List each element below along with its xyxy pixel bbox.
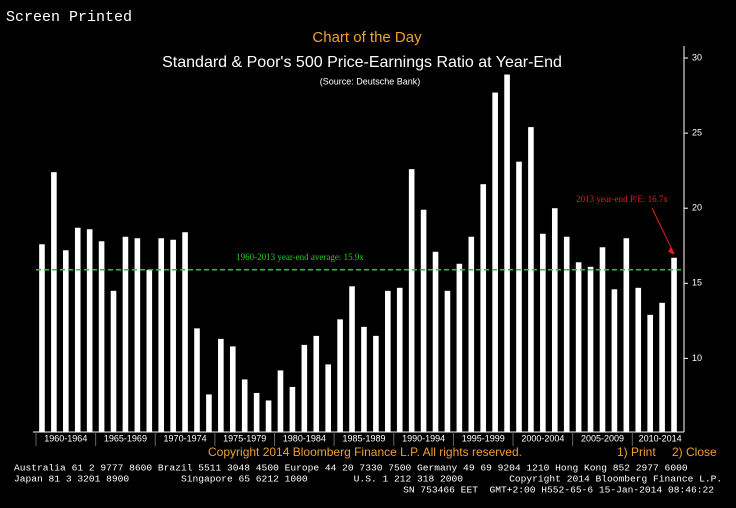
x-tick-label: 1975-1979 (223, 433, 266, 443)
bar (122, 236, 129, 432)
average-label: 1960-2013 year-end average: 15.9x (236, 252, 364, 262)
bar (623, 238, 630, 432)
bar (373, 335, 379, 432)
bar (551, 208, 558, 432)
bar (408, 169, 415, 432)
y-tick-label: 20 (692, 203, 702, 213)
bar (182, 232, 188, 432)
bar (241, 379, 248, 432)
y-tick-label: 10 (692, 353, 702, 363)
bar (63, 250, 69, 432)
bar (229, 346, 236, 432)
bar (86, 229, 93, 432)
copyright: Copyright 2014 Bloomberg Finance L.P. Al… (208, 445, 522, 459)
close-button[interactable]: 2) Close (672, 445, 717, 459)
bar (98, 241, 105, 432)
bar (51, 172, 57, 432)
bar (313, 335, 320, 432)
bar (671, 257, 677, 432)
y-tick-label: 15 (692, 278, 702, 288)
x-tick-label: 2000-2004 (521, 433, 564, 443)
bar (599, 247, 606, 432)
bar (420, 209, 427, 432)
bar (74, 227, 81, 432)
x-tick-label: 1980-1984 (283, 433, 326, 443)
bar (39, 244, 45, 432)
bar (563, 236, 570, 432)
bar (253, 392, 260, 432)
bar (575, 262, 582, 432)
bar (337, 319, 343, 432)
bar (444, 290, 451, 432)
bar (194, 328, 200, 432)
bar (504, 74, 510, 433)
y-tick-label: 30 (692, 52, 702, 62)
bar (301, 344, 308, 432)
bar (146, 269, 153, 432)
bar (468, 236, 475, 432)
footer-line: SN 753466 EET GMT+2:00 H552-65-6 15-Jan-… (403, 485, 714, 496)
bar (492, 92, 498, 433)
bar (587, 266, 594, 432)
footer-line: Australia 61 2 9777 8600 Brazil 5511 304… (14, 463, 688, 474)
bar (110, 290, 117, 432)
bar (385, 290, 391, 432)
window-label: Screen Printed (6, 9, 132, 26)
x-tick-label: 1970-1974 (164, 433, 207, 443)
x-tick-label: 1990-1994 (402, 433, 445, 443)
x-tick-label: 2005-2009 (581, 433, 624, 443)
print-button[interactable]: 1) Print (617, 445, 656, 459)
chart-subtitle: (Source: Deutsche Bank) (320, 76, 421, 86)
y-tick-label: 25 (692, 127, 702, 137)
chart-header: Chart of the Day (312, 29, 422, 46)
callout-label: 2013 year-end P/E: 16.7x (576, 194, 668, 204)
bar (206, 394, 212, 432)
bar (647, 314, 653, 432)
callout-arrowhead (668, 246, 675, 255)
callout-arrow (651, 207, 675, 254)
bar (218, 338, 224, 432)
bar (611, 289, 618, 432)
bar (659, 302, 665, 432)
x-tick-label: 1965-1969 (104, 433, 147, 443)
bar (289, 386, 296, 432)
bar (456, 263, 463, 432)
x-tick-label: 1985-1989 (342, 433, 385, 443)
bar (528, 127, 534, 433)
x-tick-label: 2010-2014 (639, 433, 682, 443)
x-tick-label: 1995-1999 (462, 433, 505, 443)
bar (134, 238, 141, 432)
bar (480, 184, 487, 432)
bar (432, 251, 439, 432)
bar (265, 400, 272, 432)
bar (170, 239, 176, 432)
chart-title: Standard & Poor's 500 Price-Earnings Rat… (162, 54, 562, 71)
bar (158, 238, 165, 432)
bar (277, 370, 284, 432)
footer-line: Japan 81 3 3201 8900 Singapore 65 6212 1… (14, 474, 722, 485)
x-tick-label: 1960-1964 (44, 433, 87, 443)
bar (540, 233, 546, 432)
bar (349, 286, 355, 432)
bar (396, 287, 403, 432)
bar (361, 326, 367, 432)
bar (516, 161, 522, 432)
bar (635, 287, 642, 432)
bar (325, 364, 331, 432)
